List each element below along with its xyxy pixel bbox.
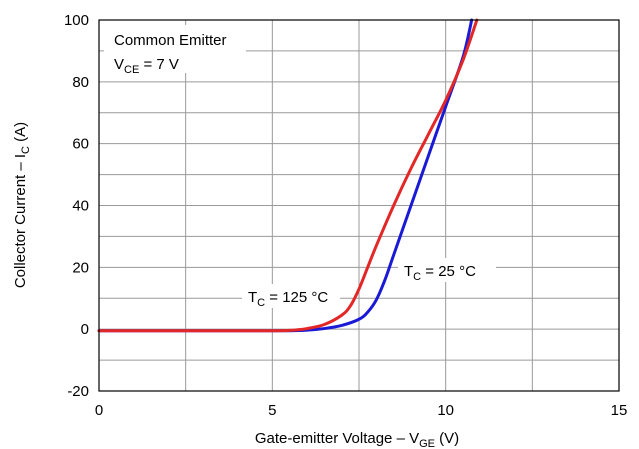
x-tick-label: 15 bbox=[611, 402, 628, 419]
y-tick-label: 0 bbox=[81, 321, 89, 338]
y-tick-label: 80 bbox=[72, 74, 89, 91]
annotation-line2: VCE = 7 V bbox=[114, 56, 179, 76]
y-tick-label: 20 bbox=[72, 259, 89, 276]
tick-labels: 0 5 10 15 -20 0 20 40 60 80 100 bbox=[64, 12, 627, 419]
y-tick-label: 40 bbox=[72, 198, 89, 215]
grid bbox=[99, 20, 619, 391]
plot-frame bbox=[98, 19, 620, 392]
series-label-bg-25 bbox=[398, 258, 496, 282]
annotation-box bbox=[104, 25, 246, 73]
x-axis-label: Gate-emitter Voltage – VGE (V) bbox=[255, 430, 459, 449]
annotation-line1: Common Emitter bbox=[114, 32, 227, 49]
series-label-bg-125 bbox=[242, 284, 340, 308]
y-axis-label: Collector Current – IC (A) bbox=[12, 122, 32, 288]
series-layer bbox=[97, 18, 479, 333]
x-tick-label: 0 bbox=[95, 402, 103, 419]
series-label-25: TC = 25 °C bbox=[404, 263, 476, 283]
x-tick-label: 5 bbox=[268, 402, 276, 419]
y-tick-label: 60 bbox=[72, 136, 89, 153]
series-label-125: TC = 125 °C bbox=[248, 289, 328, 309]
series-line-125c bbox=[97, 18, 479, 333]
y-tick-label: -20 bbox=[67, 383, 89, 400]
x-tick-label: 10 bbox=[437, 402, 454, 419]
y-tick-label: 100 bbox=[64, 12, 89, 29]
